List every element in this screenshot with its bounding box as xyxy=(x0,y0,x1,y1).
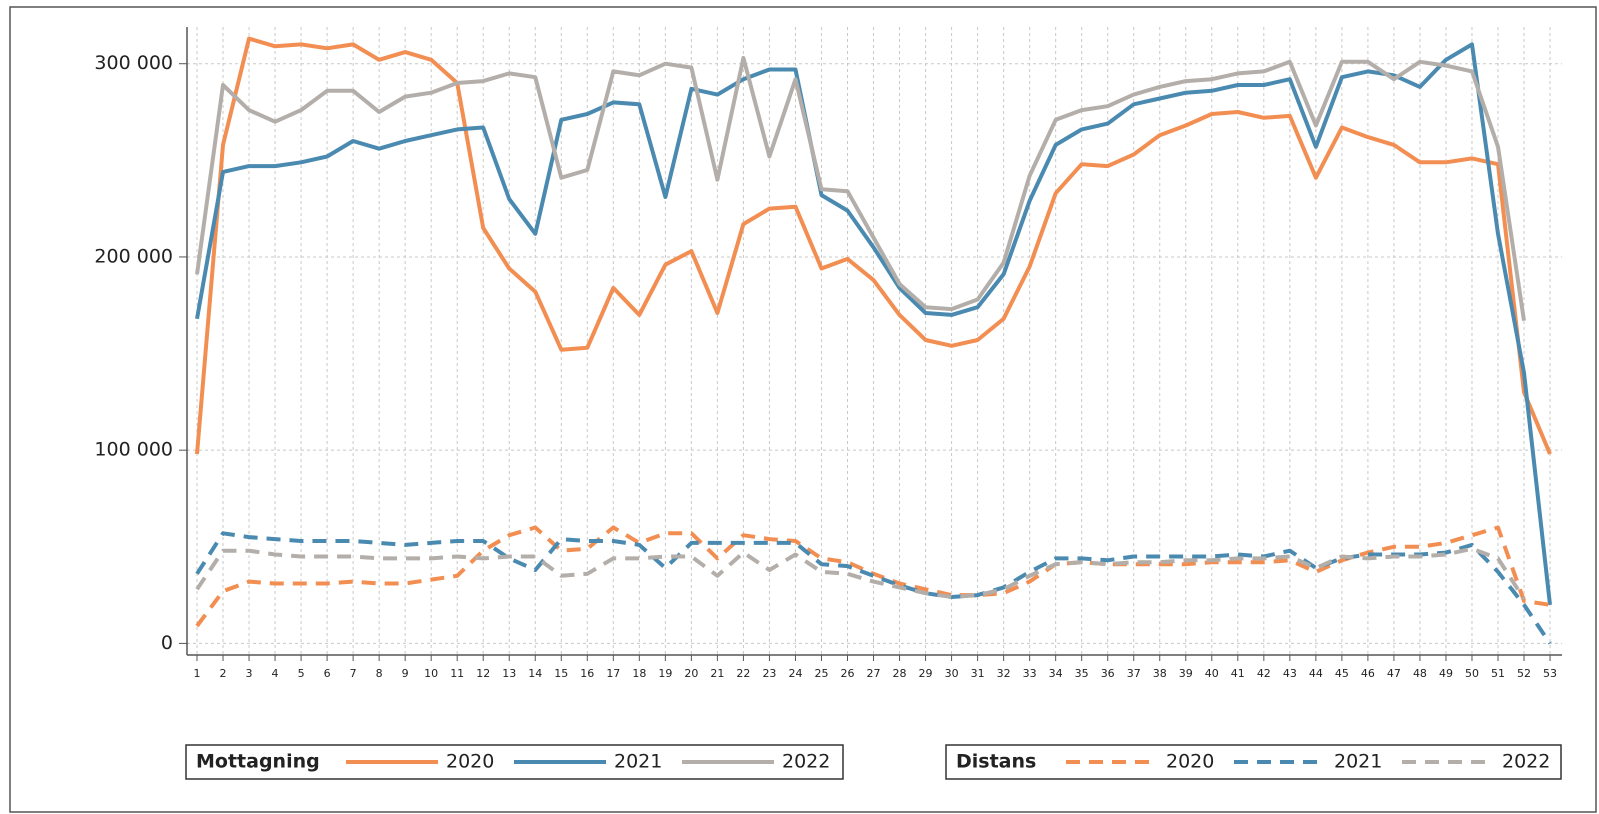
x-tick-label: 38 xyxy=(1153,667,1167,680)
x-tick-label: 43 xyxy=(1283,667,1297,680)
x-tick-label: 29 xyxy=(919,667,933,680)
legend-label: 2021 xyxy=(1334,751,1382,773)
legend-label: 2021 xyxy=(614,751,662,773)
series-line xyxy=(195,546,1526,601)
x-tick-label: 25 xyxy=(814,667,828,680)
x-tick-label: 44 xyxy=(1309,667,1323,680)
x-tick-label: 14 xyxy=(528,667,542,680)
x-tick-label: 15 xyxy=(554,667,568,680)
legend-label: 2022 xyxy=(1502,751,1550,773)
x-tick-label: 21 xyxy=(710,667,724,680)
series-line xyxy=(195,36,1552,455)
x-tick-label: 28 xyxy=(893,667,907,680)
x-tick-label: 46 xyxy=(1361,667,1375,680)
legend-box xyxy=(945,744,1562,780)
x-tick-label: 47 xyxy=(1387,667,1401,680)
x-tick-label: 11 xyxy=(450,667,464,680)
x-tick-label: 27 xyxy=(867,667,881,680)
x-tick-label: 7 xyxy=(350,667,357,680)
x-tick-label: 6 xyxy=(324,667,331,680)
series-line xyxy=(195,42,1552,606)
y-tick-label: 200 000 xyxy=(94,245,173,267)
legend-box xyxy=(185,744,844,780)
legend-label: 2020 xyxy=(446,751,494,773)
x-tick-label: 10 xyxy=(424,667,438,680)
frame xyxy=(9,6,1597,813)
x-tick-label: 34 xyxy=(1049,667,1063,680)
x-tick-label: 30 xyxy=(945,667,959,680)
x-tick-label: 8 xyxy=(376,667,383,680)
x-tick-label: 31 xyxy=(971,667,985,680)
x-tick-label: 49 xyxy=(1439,667,1453,680)
x-tick-label: 9 xyxy=(402,667,409,680)
x-tick-label: 1 xyxy=(194,667,201,680)
x-tick-label: 22 xyxy=(736,667,750,680)
x-tick-label: 40 xyxy=(1205,667,1219,680)
legend-label: 2020 xyxy=(1166,751,1214,773)
x-tick-label: 51 xyxy=(1491,667,1505,680)
x-tick-label: 33 xyxy=(1023,667,1037,680)
x-tick-label: 26 xyxy=(841,667,855,680)
y-tick-label: 300 000 xyxy=(94,52,173,74)
legend-title: Mottagning xyxy=(196,751,320,773)
x-tick-label: 37 xyxy=(1127,667,1141,680)
x-tick-label: 23 xyxy=(762,667,776,680)
x-tick-label: 5 xyxy=(298,667,305,680)
x-tick-label: 50 xyxy=(1465,667,1479,680)
y-tick-label: 100 000 xyxy=(94,439,173,461)
x-tick-label: 53 xyxy=(1543,667,1557,680)
x-tick-label: 17 xyxy=(606,667,620,680)
x-tick-label: 24 xyxy=(788,667,802,680)
x-tick-label: 52 xyxy=(1517,667,1531,680)
y-tick-label: 0 xyxy=(161,632,173,654)
x-tick-label: 32 xyxy=(997,667,1011,680)
x-tick-label: 3 xyxy=(246,667,253,680)
x-tick-label: 41 xyxy=(1231,667,1245,680)
x-tick-label: 16 xyxy=(580,667,594,680)
x-tick-label: 13 xyxy=(502,667,516,680)
x-tick-label: 36 xyxy=(1101,667,1115,680)
x-tick-label: 4 xyxy=(272,667,279,680)
x-tick-label: 39 xyxy=(1179,667,1193,680)
x-tick-label: 2 xyxy=(220,667,227,680)
x-tick-label: 12 xyxy=(476,667,490,680)
x-tick-label: 48 xyxy=(1413,667,1427,680)
x-tick-label: 18 xyxy=(632,667,646,680)
legend-label: 2022 xyxy=(782,751,830,773)
x-tick-label: 42 xyxy=(1257,667,1271,680)
x-tick-label: 35 xyxy=(1075,667,1089,680)
x-tick-label: 20 xyxy=(684,667,698,680)
x-tick-label: 19 xyxy=(658,667,672,680)
series-line xyxy=(195,55,1526,321)
legend-title: Distans xyxy=(956,751,1036,773)
x-tick-label: 45 xyxy=(1335,667,1349,680)
